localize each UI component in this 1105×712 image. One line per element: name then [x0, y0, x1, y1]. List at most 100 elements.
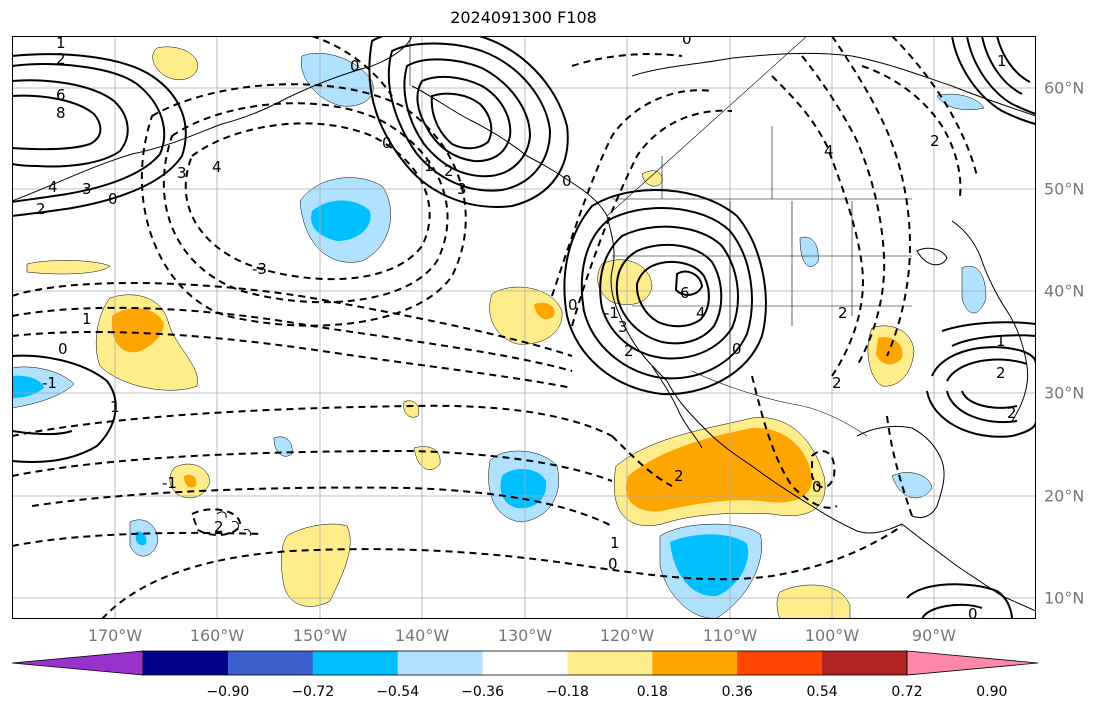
contour-line: [831, 36, 912, 357]
coastlines: [12, 36, 1036, 612]
alaska-coast: [411, 85, 608, 217]
contour-label: 8: [56, 104, 66, 122]
positive-anomaly-area: [625, 427, 813, 512]
contour-label: 1: [424, 157, 434, 175]
baja-coast: [651, 365, 703, 449]
north-america-coast: [606, 215, 903, 534]
positive-anomaly-area: [597, 259, 653, 305]
contour-line: [571, 53, 683, 67]
contour-line: [951, 334, 1036, 347]
contour-label: 2: [1007, 404, 1017, 422]
lon-label: 150°W: [292, 626, 348, 645]
contour-line: [996, 36, 1031, 83]
positive-anomaly-area: [776, 584, 851, 619]
contour-line: [771, 75, 864, 377]
contour-line: [551, 89, 713, 297]
contour-line: [599, 225, 739, 360]
contour-line: [580, 207, 753, 380]
colorbar-cell: [397, 651, 484, 675]
political-borders: [409, 36, 912, 437]
contour-line: [921, 603, 983, 619]
gulf-coast: [856, 425, 945, 519]
contour-label: 0: [608, 555, 618, 573]
contour-line: [751, 375, 838, 509]
colorbar-tick-label: −0.54: [376, 684, 420, 700]
contour-line: [961, 390, 1018, 409]
contour-line: [615, 243, 723, 345]
contour-line: [416, 75, 512, 163]
positive-anomaly-area: [641, 170, 663, 187]
positive-anomaly-area: [152, 46, 199, 80]
contour-labels: 1 2 6 8 4 3 2 0 3 4 0 0 0 1 2 3 -3 1 0 -…: [36, 36, 1017, 619]
contour-label: 2: [36, 200, 46, 218]
negative-anomaly-area: [936, 93, 985, 111]
contour-line: [140, 83, 467, 327]
contour-label: 2: [996, 364, 1006, 382]
negative-anomaly-area: [961, 265, 987, 314]
map-frame: [12, 36, 1036, 619]
contour-line: [162, 102, 449, 304]
positive-anomaly-area: [403, 400, 420, 418]
contour-label: 2: [444, 162, 454, 180]
contour-line: [12, 282, 573, 357]
contour-line: [368, 36, 569, 208]
colorbar-tick-label: −0.18: [545, 684, 589, 700]
contour-label: 1: [610, 534, 620, 552]
negative-anomaly-area: [12, 375, 44, 398]
colorbar-cell: [227, 651, 314, 675]
contour-line: [635, 260, 710, 328]
map-title: 2024091300 F108: [450, 8, 597, 27]
east-coast: [951, 220, 1029, 422]
lat-label: 40°N: [1044, 281, 1085, 301]
contour-label: 2: [214, 518, 224, 536]
contour-label: 0: [350, 57, 360, 75]
contour-label: 6: [56, 86, 66, 104]
contour-line: [891, 36, 978, 177]
contour-line: [951, 36, 1036, 125]
map-panel: 1 2 6 8 4 3 2 0 3 4 0 0 0 1 2 3 -3 1 0 -…: [12, 36, 1036, 619]
contour-line: [387, 42, 552, 192]
colorbar-tick-label: 0.18: [636, 684, 668, 700]
contour-line: [801, 55, 886, 367]
contour-label: 0: [562, 172, 572, 190]
contour-line: [12, 330, 573, 389]
negative-anomaly-area: [799, 236, 819, 267]
contour-line: [946, 390, 1018, 424]
contour-label: 0: [568, 296, 578, 314]
contour-label: 2: [838, 304, 848, 322]
colorbar-cell: [143, 651, 229, 675]
lon-label: 160°W: [189, 626, 245, 645]
positive-anomaly-area: [184, 474, 197, 488]
colorbar: [11, 650, 1039, 676]
alaska-coast: [12, 36, 413, 202]
colorbar-tick-label: 0.72: [891, 684, 923, 700]
contour-line: [611, 435, 673, 487]
contour-label: 2: [56, 50, 66, 68]
contour-label: 1: [997, 52, 1007, 70]
contour-line: [966, 36, 1036, 115]
contour-line: [563, 189, 767, 396]
contour-line: [12, 404, 613, 437]
negative-anomaly-area: [891, 472, 933, 499]
contour-label: 2: [832, 374, 842, 392]
contour-label: 3: [618, 318, 628, 336]
negative-contours: [12, 36, 978, 619]
contour-label: -1: [604, 304, 619, 322]
contour-line: [946, 358, 1028, 382]
colorbar-tick-label: 0.90: [976, 684, 1008, 700]
contour-line: [926, 390, 1036, 438]
contour-line: [906, 583, 1013, 619]
lat-label: 30°N: [1044, 383, 1085, 403]
contour-line: [311, 36, 393, 97]
contour-label: 3: [457, 180, 467, 198]
negative-anomaly-area: [311, 200, 371, 241]
lon-label: 170°W: [87, 626, 143, 645]
lat-label: 10°N: [1044, 588, 1085, 608]
contour-line: [403, 58, 532, 178]
contour-label: 1: [56, 36, 66, 52]
positive-anomaly-area: [876, 337, 903, 365]
colorbar-tick-label: 0.36: [721, 684, 753, 700]
lon-label: 90°W: [911, 626, 957, 645]
contour-label: 4: [48, 178, 58, 196]
positive-anomaly-area: [281, 523, 351, 607]
